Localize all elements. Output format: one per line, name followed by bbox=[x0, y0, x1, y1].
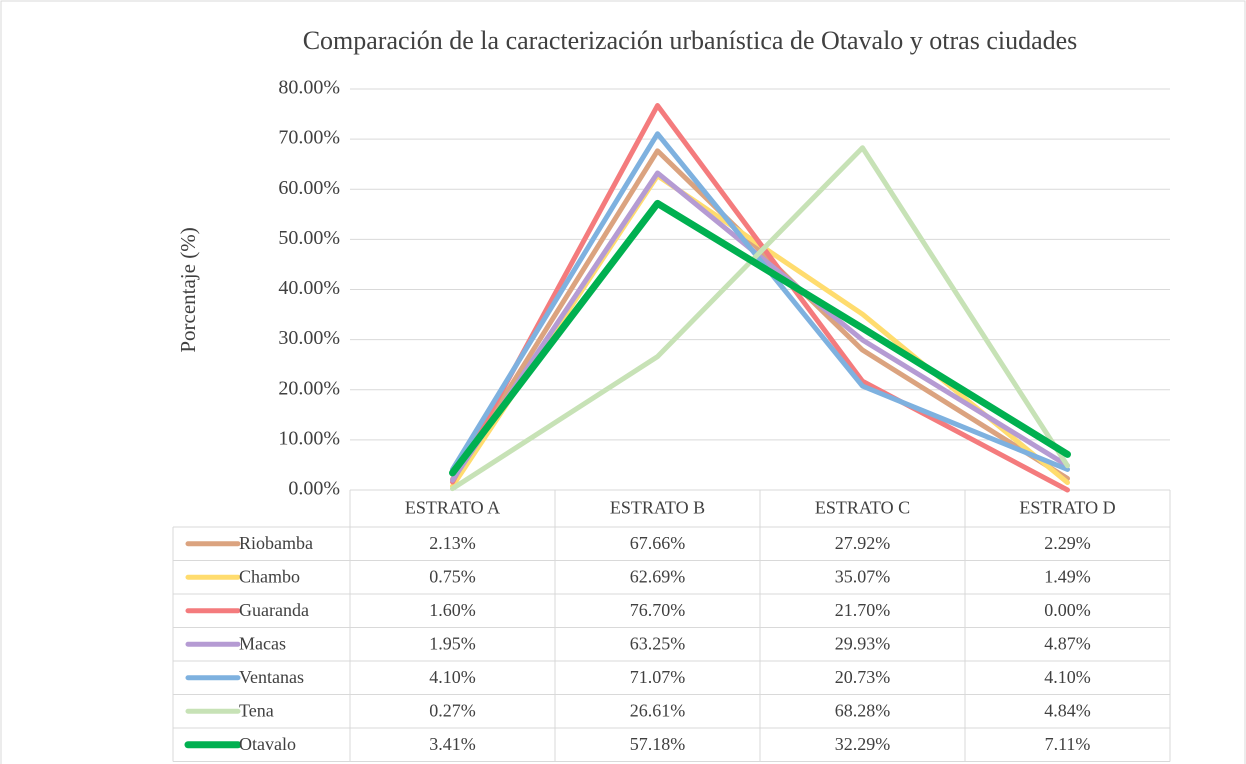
table-cell: 4.10% bbox=[1044, 667, 1091, 687]
table-cell: 35.07% bbox=[835, 566, 891, 586]
table-cell: 20.73% bbox=[835, 667, 891, 687]
series-line bbox=[449, 199, 1071, 477]
table-cell: 29.93% bbox=[835, 633, 891, 653]
table-cell: 0.00% bbox=[1044, 600, 1091, 620]
y-tick-label: 60.00% bbox=[278, 177, 340, 199]
table-cell: 4.10% bbox=[429, 667, 476, 687]
legend-label: Macas bbox=[239, 633, 286, 653]
y-tick-label: 30.00% bbox=[278, 327, 340, 349]
y-tick-label: 70.00% bbox=[278, 127, 340, 149]
x-tick-label: ESTRATO C bbox=[815, 498, 910, 518]
table-cell: 0.75% bbox=[429, 566, 476, 586]
y-tick-label: 80.00% bbox=[278, 77, 340, 99]
table-cell: 7.11% bbox=[1045, 734, 1091, 754]
table-cell: 32.29% bbox=[835, 734, 891, 754]
table-cell: 76.70% bbox=[630, 600, 686, 620]
y-axis-label: Porcentaje (%) bbox=[176, 227, 200, 352]
y-tick-label: 20.00% bbox=[278, 377, 340, 399]
table-cell: 57.18% bbox=[630, 734, 686, 754]
table-cell: 27.92% bbox=[835, 533, 891, 553]
y-tick-label: 10.00% bbox=[278, 427, 340, 449]
table-cell: 2.29% bbox=[1044, 533, 1091, 553]
y-tick-label: 0.00% bbox=[288, 478, 340, 500]
x-tick-label: ESTRATO D bbox=[1019, 498, 1115, 518]
table-cell: 4.87% bbox=[1044, 633, 1091, 653]
table-cell: 1.49% bbox=[1044, 566, 1091, 586]
legend-label: Otavalo bbox=[239, 734, 296, 754]
legend-label: Ventanas bbox=[239, 667, 304, 687]
series-line bbox=[450, 103, 1070, 493]
table-cell: 62.69% bbox=[630, 566, 686, 586]
table-cell: 21.70% bbox=[835, 600, 891, 620]
series-line bbox=[450, 131, 1070, 472]
x-tick-label: ESTRATO B bbox=[610, 498, 705, 518]
table-cell: 68.28% bbox=[835, 700, 891, 720]
legend-label: Riobamba bbox=[239, 533, 313, 553]
legend-label: Chambo bbox=[239, 566, 300, 586]
table-cell: 67.66% bbox=[630, 533, 686, 553]
table-cell: 71.07% bbox=[630, 667, 686, 687]
y-tick-label: 50.00% bbox=[278, 227, 340, 249]
table-cell: 2.13% bbox=[429, 533, 476, 553]
y-tick-label: 40.00% bbox=[278, 277, 340, 299]
legend-label: Tena bbox=[239, 700, 274, 720]
series-line bbox=[450, 145, 1070, 492]
table-cell: 63.25% bbox=[630, 633, 686, 653]
table-cell: 1.95% bbox=[429, 633, 476, 653]
table-cell: 26.61% bbox=[630, 700, 686, 720]
table-cell: 0.27% bbox=[429, 700, 476, 720]
table-cell: 4.84% bbox=[1044, 700, 1091, 720]
chart-title: Comparación de la caracterización urbaní… bbox=[303, 26, 1078, 55]
table-cell: 1.60% bbox=[429, 600, 476, 620]
x-tick-label: ESTRATO A bbox=[405, 498, 500, 518]
table-cell: 3.41% bbox=[429, 734, 476, 754]
legend-label: Guaranda bbox=[239, 600, 309, 620]
